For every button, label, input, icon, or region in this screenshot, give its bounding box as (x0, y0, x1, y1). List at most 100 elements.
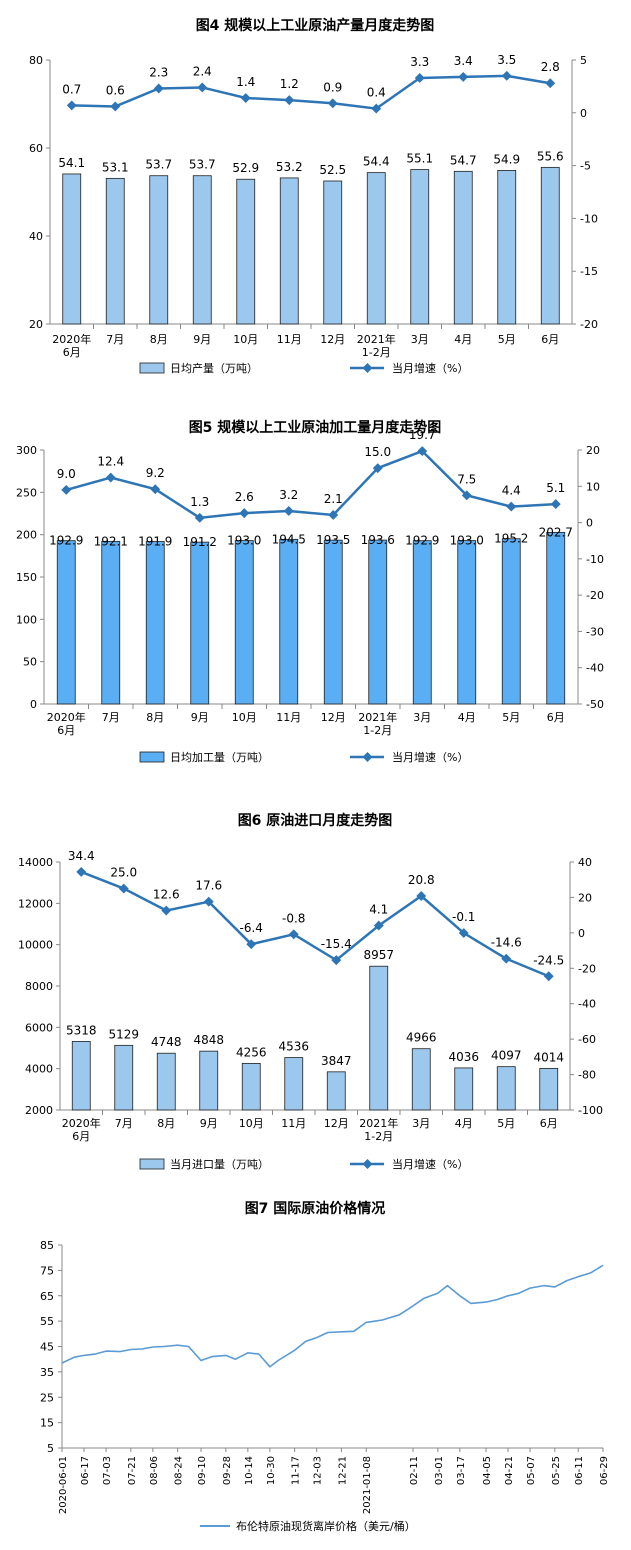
growth-value-label: 3.3 (410, 55, 429, 69)
legend-bar-swatch (139, 751, 165, 763)
category-label: 5月 (502, 711, 520, 724)
growth-value-label: -6.4 (240, 921, 263, 935)
bar-value-label: 8957 (363, 948, 394, 962)
right-tick-label: -40 (578, 998, 596, 1011)
right-tick-label: 40 (578, 856, 592, 869)
legend-bar-label: 日均加工量（万吨） (170, 751, 269, 764)
bar (236, 178, 256, 325)
bar (453, 170, 473, 325)
bar (101, 540, 121, 705)
bar-value-label: 202.7 (539, 525, 573, 539)
bar-value-label: 4966 (406, 1031, 437, 1045)
growth-point (458, 71, 469, 82)
growth-point (197, 82, 208, 93)
growth-point (76, 866, 87, 877)
growth-point (545, 78, 556, 89)
growth-value-label: 12.6 (153, 888, 180, 902)
bar (323, 180, 343, 325)
growth-value-label: -14.6 (491, 936, 522, 950)
x-tick-label: 04-05 (482, 1456, 493, 1485)
left-tick-label: 6000 (25, 1021, 53, 1034)
x-tick-label: 12-03 (313, 1456, 324, 1485)
right-tick-label: -20 (578, 962, 596, 975)
bar-value-label: 53.7 (189, 158, 216, 172)
growth-point (331, 955, 342, 966)
x-tick-label: 05-07 (526, 1456, 537, 1485)
bar-value-label: 4748 (151, 1035, 182, 1049)
category-label: 4月 (458, 711, 476, 724)
legend-line-label: 当月增速（%） (392, 1157, 468, 1171)
x-tick-label: 05-25 (551, 1456, 562, 1485)
right-tick-label: -10 (586, 553, 604, 566)
category-label: 9月 (193, 333, 211, 346)
growth-value-label: 2.1 (324, 492, 343, 506)
legend-line-marker (362, 363, 373, 373)
growth-value-label: 5.1 (546, 481, 565, 495)
category-label: 3月 (412, 1117, 430, 1130)
bar (369, 965, 389, 1111)
left-tick-label: 2000 (25, 1104, 53, 1117)
growth-point (110, 101, 121, 112)
x-tick-label: 09-10 (197, 1456, 208, 1485)
growth-value-label: 1.2 (280, 77, 299, 91)
growth-point (327, 98, 338, 109)
x-tick-label: 10-30 (266, 1456, 277, 1485)
x-tick-label: 2020-06-01 (58, 1456, 69, 1514)
legend-line-label: 布伦特原油现货离岸价格（美元/桶） (236, 1519, 416, 1533)
growth-point (550, 499, 561, 510)
category-label: 2020年 6月 (62, 1116, 101, 1143)
chart-fig7: 图7 国际原油价格情况 5 15 25 35 45 55 65 75 85 2020-06-01 06… (40, 1200, 610, 1533)
left-tick-label: 60 (29, 142, 43, 155)
bar (279, 177, 299, 325)
legend-bar-swatch (139, 362, 165, 374)
chart-fig5: 图5 规模以上工业原油加工量月度走势图050100150200250300-50… (16, 419, 604, 764)
growth-point (150, 484, 161, 495)
growth-value-label: 7.5 (457, 472, 476, 486)
growth-value-label: 3.2 (279, 488, 298, 502)
left-tick-label: 200 (16, 529, 37, 542)
growth-line (71, 74, 551, 110)
bar-value-label: 5129 (108, 1027, 139, 1041)
x-tick-label: 2021-01-08 (362, 1456, 373, 1514)
right-tick-label: -5 (580, 160, 591, 173)
category-label: 11月 (277, 333, 302, 346)
bar-value-label: 54.1 (58, 156, 85, 170)
category-label: 2021年 1-2月 (358, 710, 397, 737)
left-tick-label: 20 (29, 318, 43, 331)
right-tick-label: 5 (580, 54, 587, 67)
legend-line-marker (362, 1159, 373, 1169)
bar-value-label: 194.5 (272, 532, 306, 546)
right-tick-label: -40 (586, 662, 604, 675)
x-tick-label: 02-11 (409, 1456, 420, 1485)
growth-point (283, 506, 294, 516)
bar (412, 540, 432, 705)
growth-value-label: 1.4 (236, 75, 255, 89)
growth-value-label: 17.6 (195, 879, 222, 893)
chart-fig4: 图4 规模以上工业原油产量月度走势图20406080-20-15-10-5052… (29, 17, 598, 375)
bar (368, 539, 388, 705)
legend-bar-swatch (139, 1158, 165, 1170)
growth-line (65, 449, 556, 520)
growth-point (543, 971, 554, 982)
x-tick-label: 08-06 (149, 1456, 160, 1485)
bar-value-label: 4536 (278, 1040, 309, 1054)
bar-value-label: 193.0 (450, 534, 484, 548)
bar (539, 1067, 559, 1111)
category-label: 6月 (540, 1117, 558, 1130)
left-tick-label: 8000 (25, 980, 53, 993)
growth-value-label: 2.8 (541, 60, 560, 74)
y-tick-label: 65 (40, 1290, 54, 1303)
bar (62, 173, 82, 325)
chart-title: 图4 规模以上工业原油产量月度走势图 (196, 17, 435, 34)
y-tick-label: 45 (40, 1341, 54, 1354)
right-tick-label: 20 (586, 444, 600, 457)
bar-value-label: 192.9 (405, 534, 439, 548)
left-tick-label: 0 (30, 698, 37, 711)
left-tick-label: 14000 (18, 856, 53, 869)
legend-line-label: 当月增速（%） (392, 361, 468, 375)
category-label: 2020年 6月 (52, 332, 91, 359)
category-label: 10月 (239, 1117, 264, 1130)
bar (279, 538, 299, 705)
growth-value-label: 0.6 (106, 83, 125, 97)
bar-value-label: 191.9 (138, 535, 172, 549)
